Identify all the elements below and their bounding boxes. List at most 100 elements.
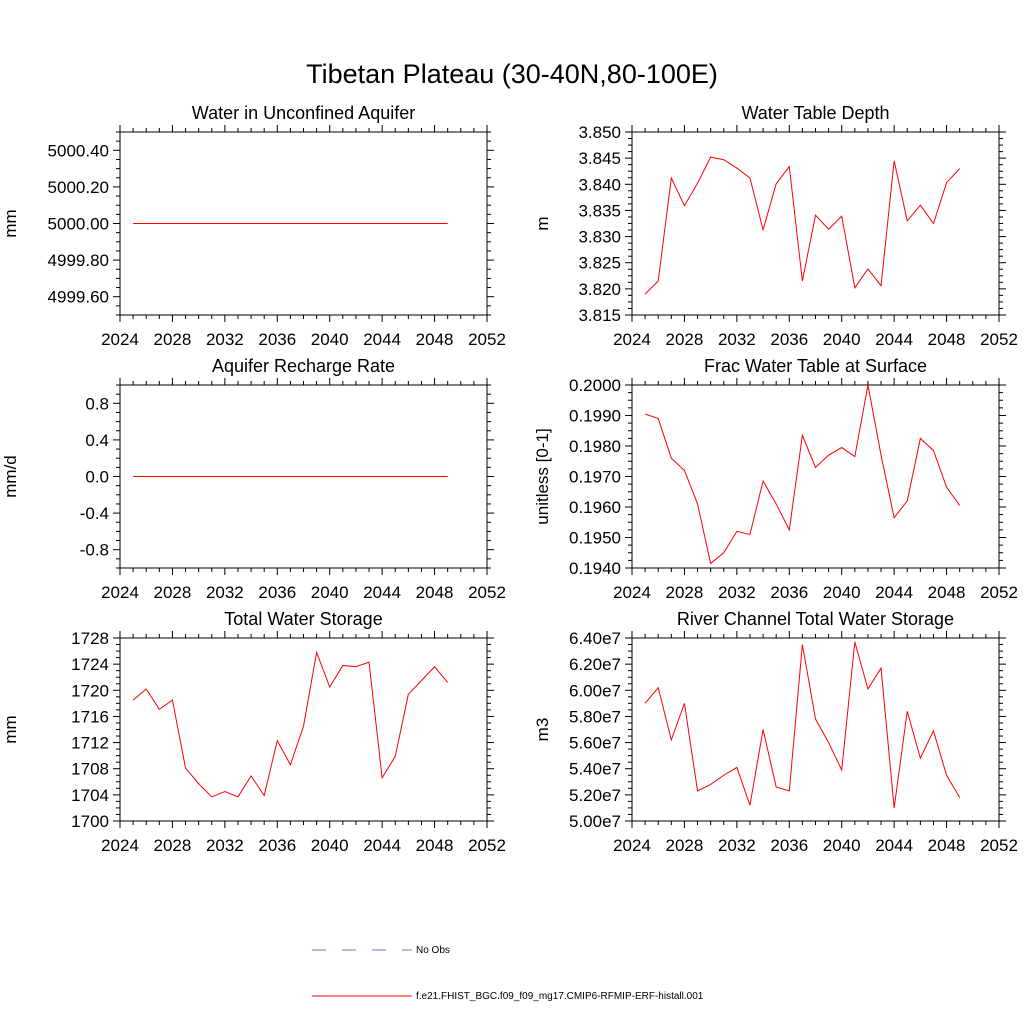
x-tick-label: 2052: [980, 836, 1018, 855]
y-tick-label: 1700: [71, 812, 109, 831]
x-tick-label: 2036: [258, 330, 296, 349]
plot-frame: [119, 637, 488, 822]
x-tick-label: 2032: [718, 330, 756, 349]
x-tick-label: 2048: [928, 583, 966, 602]
y-tick-label: 5.40e7: [569, 760, 621, 779]
x-tick-label: 2044: [363, 836, 401, 855]
plot-frame: [631, 637, 1000, 822]
x-tick-label: 2032: [206, 583, 244, 602]
x-tick-label: 2052: [468, 583, 506, 602]
panel-5: Total Water Storage 2024 2028 2032 2036 2040 2…: [1, 609, 506, 855]
x-tick-label: 2028: [666, 583, 704, 602]
y-tick-label: 3.850: [578, 123, 621, 142]
x-tick-label: 2028: [154, 583, 192, 602]
y-tick-label: 3.840: [578, 175, 621, 194]
y-axis-label: mm: [1, 715, 20, 743]
panel-title: Frac Water Table at Surface: [704, 356, 927, 376]
panel-1: Water in Unconfined Aquifer 2024 2028 2032 2…: [1, 103, 506, 349]
y-tick-label: 0.1970: [569, 468, 621, 487]
series-line: [644, 384, 961, 565]
panel-2: Water Table Depth 2024 2028 2032 2036 2040 204…: [533, 103, 1018, 349]
y-tick-label: 5000.40: [48, 141, 109, 160]
y-tick-label: 0.1950: [569, 529, 621, 548]
x-tick-label: 2028: [154, 330, 192, 349]
y-tick-label: 1724: [71, 655, 109, 674]
x-tick-label: 2044: [875, 330, 913, 349]
y-tick-label: 1708: [71, 760, 109, 779]
x-tick-label: 2040: [823, 330, 861, 349]
x-tick-label: 2040: [311, 583, 349, 602]
y-tick-label: 4999.80: [48, 251, 109, 270]
x-tick-label: 2052: [980, 583, 1018, 602]
x-tick-label: 2052: [980, 330, 1018, 349]
x-tick-label: 2048: [928, 330, 966, 349]
x-tick-label: 2036: [770, 836, 808, 855]
y-tick-label: 3.815: [578, 306, 621, 325]
panel-3: Aquifer Recharge Rate 2024 2028 2032 2036 204…: [1, 356, 506, 602]
x-tick-label: 2048: [416, 836, 454, 855]
plot-frame: [631, 131, 1000, 316]
x-tick-label: 2048: [416, 583, 454, 602]
x-tick-label: 2024: [613, 583, 651, 602]
y-tick-label: 5.00e7: [569, 812, 621, 831]
x-tick-label: 2024: [613, 330, 651, 349]
y-tick-label: 0.0: [85, 468, 109, 487]
y-tick-label: 0.1960: [569, 498, 621, 517]
panel-title: River Channel Total Water Storage: [677, 609, 954, 629]
y-axis-label: mm/d: [1, 455, 20, 498]
y-tick-label: 5000.00: [48, 215, 109, 234]
y-tick-label: 1728: [71, 629, 109, 648]
y-tick-label: 3.845: [578, 149, 621, 168]
y-tick-label: 4999.60: [48, 288, 109, 307]
x-tick-label: 2024: [101, 583, 139, 602]
y-tick-label: 6.00e7: [569, 681, 621, 700]
x-tick-label: 2052: [468, 836, 506, 855]
x-tick-label: 2028: [154, 836, 192, 855]
y-tick-label: 0.4: [85, 431, 109, 450]
x-tick-label: 2028: [666, 330, 704, 349]
y-tick-label: 5.20e7: [569, 786, 621, 805]
legend-label-no-obs: No Obs: [416, 945, 450, 956]
x-tick-label: 2048: [416, 330, 454, 349]
y-tick-label: 0.1940: [569, 559, 621, 578]
y-tick-label: 5000.20: [48, 178, 109, 197]
y-tick-label: 0.1990: [569, 407, 621, 426]
y-tick-label: 6.40e7: [569, 629, 621, 648]
panel-title: Total Water Storage: [224, 609, 382, 629]
x-tick-label: 2052: [468, 330, 506, 349]
y-tick-label: 1720: [71, 681, 109, 700]
y-tick-label: 3.830: [578, 228, 621, 247]
series-line: [644, 641, 961, 808]
x-tick-label: 2040: [311, 836, 349, 855]
x-tick-label: 2024: [101, 836, 139, 855]
y-tick-label: 1712: [71, 734, 109, 753]
y-tick-label: -0.8: [80, 541, 109, 560]
x-tick-label: 2036: [258, 836, 296, 855]
x-tick-label: 2036: [770, 583, 808, 602]
x-tick-label: 2040: [823, 836, 861, 855]
y-tick-label: 1716: [71, 707, 109, 726]
y-tick-label: 0.1980: [569, 437, 621, 456]
panel-4: Frac Water Table at Surface 2024 2028 2032 2…: [533, 356, 1018, 602]
x-tick-label: 2048: [928, 836, 966, 855]
y-tick-label: 1704: [71, 786, 109, 805]
x-tick-label: 2040: [823, 583, 861, 602]
x-tick-label: 2036: [258, 583, 296, 602]
x-tick-label: 2032: [718, 836, 756, 855]
x-tick-label: 2032: [206, 836, 244, 855]
panels: Water in Unconfined Aquifer 2024 2028 2032 2…: [1, 103, 1018, 855]
y-tick-label: 3.835: [578, 201, 621, 220]
x-tick-label: 2044: [363, 330, 401, 349]
x-tick-label: 2040: [311, 330, 349, 349]
y-tick-label: -0.4: [80, 504, 109, 523]
series-line: [132, 650, 449, 798]
x-tick-label: 2044: [875, 836, 913, 855]
y-tick-label: 6.20e7: [569, 655, 621, 674]
panel-title: Water Table Depth: [741, 103, 889, 123]
y-axis-label: mm: [1, 209, 20, 237]
x-tick-label: 2028: [666, 836, 704, 855]
x-tick-label: 2024: [101, 330, 139, 349]
x-tick-label: 2032: [718, 583, 756, 602]
x-tick-label: 2024: [613, 836, 651, 855]
y-tick-label: 3.825: [578, 254, 621, 273]
